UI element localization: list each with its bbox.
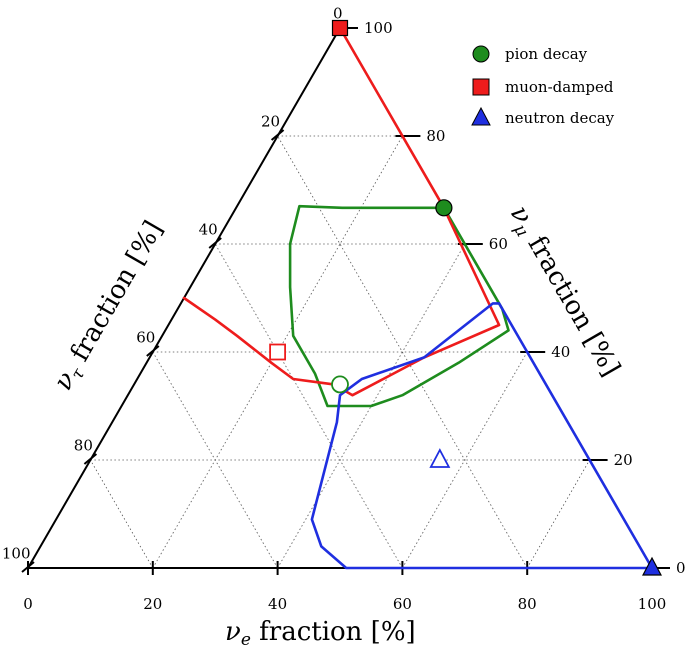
left-axis-title: ντ fraction [%]: [48, 216, 172, 397]
legend-label-neutron-decay: neutron decay: [505, 109, 615, 127]
tick-label-bottom-0: 0: [23, 595, 33, 613]
best-fit-point-neutron-decay: [429, 448, 451, 468]
tick-label-right-100: 100: [364, 19, 393, 37]
best-fit-point-muon-damped: [269, 343, 287, 361]
tick-label-right-20: 20: [614, 451, 633, 469]
tick-label-right-80: 80: [426, 127, 445, 145]
grid-line-tau-80: [90, 459, 154, 569]
tick-label-bottom-60: 60: [393, 595, 412, 613]
tick-label-bottom-20: 20: [143, 595, 162, 613]
markers: [269, 19, 662, 576]
tick-label-left-40: 40: [199, 221, 218, 239]
tick-label-bottom-80: 80: [518, 595, 537, 613]
source-point-neutron-decay: [642, 556, 662, 576]
grid-lines: [90, 135, 590, 569]
grid-line-tau-60: [152, 351, 278, 569]
tick-label-left-20: 20: [261, 113, 280, 131]
axis-ticks: 0 0 0 20 20 20 40 40 40 60 60 60 80 80 80 100 100 100: [2, 5, 685, 613]
legend-label-muon-damped: muon-damped: [505, 78, 614, 96]
region-neutron-decay: [310, 302, 654, 570]
grid-line-e-80: [526, 459, 590, 569]
bottom-axis-title: νe fraction [%]: [225, 617, 416, 647]
tick-label-left-0: 0: [333, 5, 343, 23]
tick-left-100: [21, 561, 35, 573]
tick-label-right-60: 60: [489, 235, 508, 253]
tick-label-left-60: 60: [136, 329, 155, 347]
legend-marker-pion-decay: [472, 45, 490, 63]
tick-label-right-40: 40: [551, 343, 570, 361]
tick-left-60: [146, 345, 160, 357]
legend: pion decay muon-damped neutron decay: [471, 45, 615, 127]
region-muon-damped: [182, 26, 501, 397]
best-fit-point-pion-decay: [331, 375, 349, 394]
legend-label-pion-decay: pion decay: [505, 45, 588, 63]
region-pion-decay: [288, 204, 510, 408]
tick-left-80: [83, 453, 98, 465]
tick-left-40: [208, 237, 222, 249]
tick-label-right-0: 0: [676, 559, 685, 577]
source-point-muon-damped: [331, 19, 349, 37]
legend-marker-neutron-decay: [471, 106, 491, 126]
tick-label-bottom-40: 40: [268, 595, 287, 613]
tick-left-20: [270, 129, 285, 141]
tick-label-bottom-100: 100: [638, 595, 667, 613]
legend-marker-muon-damped: [472, 78, 490, 96]
source-point-pion-decay: [435, 199, 453, 217]
tick-label-left-80: 80: [74, 437, 93, 455]
tick-label-left-100: 100: [2, 545, 31, 563]
grid-line-e-60: [402, 351, 528, 569]
